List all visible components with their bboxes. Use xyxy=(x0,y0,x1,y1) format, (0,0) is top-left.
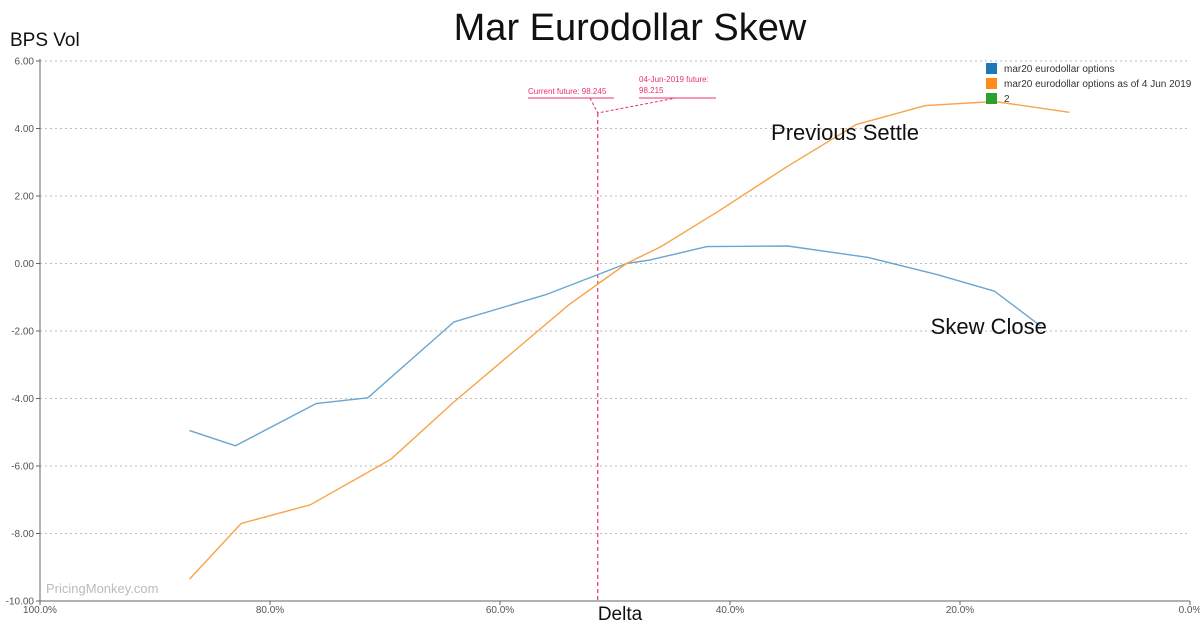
x-tick-label: 60.0% xyxy=(486,605,514,616)
prior-future-label-line2: 98.215 xyxy=(639,86,664,95)
annotations: Previous Settle Skew Close xyxy=(771,120,1047,339)
current-future-label: Current future: 98.245 xyxy=(528,87,607,96)
y-tick-label: 4.00 xyxy=(15,124,35,135)
watermark-text: PricingMonkey.com xyxy=(46,581,158,596)
series-lines xyxy=(188,100,1070,580)
y-tick-label: -8.00 xyxy=(11,529,34,540)
series-line-1 xyxy=(189,245,1041,447)
x-axis-title: Delta xyxy=(598,604,643,625)
y-tick-label: -6.00 xyxy=(11,462,34,473)
x-tick-label: 40.0% xyxy=(716,605,744,616)
legend-swatch xyxy=(986,63,997,74)
y-tick-label: -10.00 xyxy=(6,597,35,608)
x-tick-label: 0.0% xyxy=(1179,605,1200,616)
x-tick-label: 100.0% xyxy=(23,605,57,616)
annotation-label: Previous Settle xyxy=(771,120,919,145)
legend-label: mar20 eurodollar options as of 4 Jun 201… xyxy=(1004,79,1192,90)
y-tick-label: 0.00 xyxy=(15,259,35,270)
legend-swatch xyxy=(986,78,997,89)
y-tick-label: 6.00 xyxy=(15,57,35,68)
chart-title: Mar Eurodollar Skew xyxy=(454,7,807,49)
marker-connector xyxy=(589,97,677,114)
axes xyxy=(39,59,1190,602)
y-tick-label: 2.00 xyxy=(15,192,35,203)
y-tick-label: -4.00 xyxy=(11,394,34,405)
prior-future-label-line1: 04-Jun-2019 future: xyxy=(639,75,709,84)
series-line-2 xyxy=(188,100,1070,580)
legend-swatch xyxy=(986,93,997,104)
y-tick-labels: 6.00 4.00 2.00 0.00 -2.00 -4.00 -6.00 -8.00 -10.… xyxy=(6,57,35,608)
annotation-label: Skew Close xyxy=(931,314,1047,339)
legend-label: mar20 eurodollar options xyxy=(1004,64,1115,75)
x-tick-label: 20.0% xyxy=(946,605,974,616)
legend: mar20 eurodollar options mar20 eurodollar… xyxy=(986,63,1192,105)
x-tick-labels: 100.0% 80.0% 60.0% 40.0% 20.0% 0.0% xyxy=(23,601,1200,616)
y-axis-title: BPS Vol xyxy=(10,30,80,51)
future-marker: Current future: 98.245 04-Jun-2019 future… xyxy=(528,75,716,601)
legend-label: 2 xyxy=(1004,94,1010,105)
y-tick-label: -2.00 xyxy=(11,327,34,338)
x-tick-label: 80.0% xyxy=(256,605,284,616)
